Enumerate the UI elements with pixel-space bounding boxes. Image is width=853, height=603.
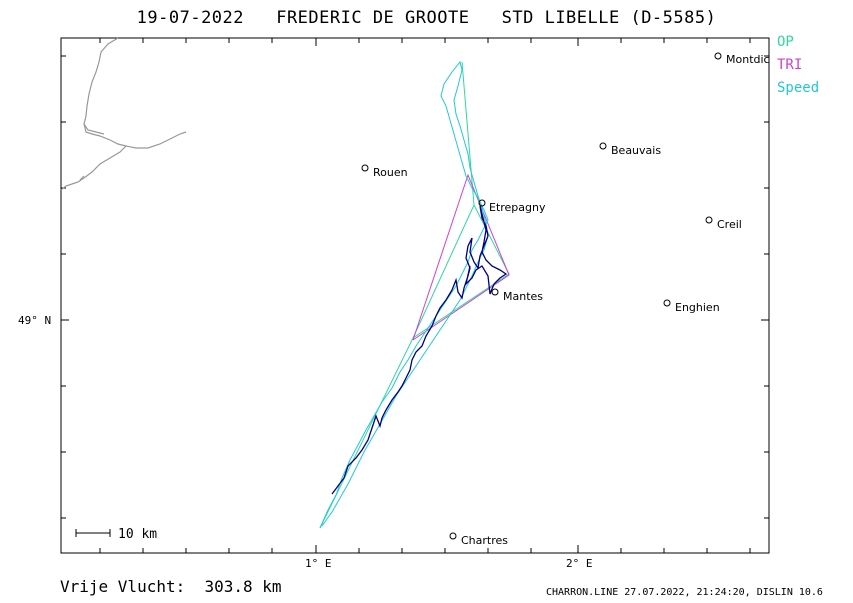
map-frame: [60, 37, 770, 554]
y-tick-label-49n: 49° N: [18, 314, 51, 327]
svg-text:Montdic: Montdic: [726, 53, 770, 66]
legend-tri: TRI: [777, 57, 803, 73]
flight-track-line: [331, 205, 508, 495]
svg-text:Mantes: Mantes: [503, 290, 543, 303]
svg-text:Etrepagny: Etrepagny: [489, 201, 546, 214]
left-axis-ticks: [61, 55, 69, 519]
page-title: 19-07-2022 FREDERIC DE GROOTE STD LIBELL…: [136, 8, 717, 28]
free-flight-distance: Vrije Vlucht: 303.8 km: [60, 577, 282, 596]
city-mantes: Mantes: [491, 288, 543, 303]
city-rouen: Rouen: [361, 164, 408, 179]
svg-text:Chartres: Chartres: [461, 534, 508, 547]
x-tick-label-2e: 2° E: [566, 557, 593, 570]
x-tick-label-1e: 1° E: [305, 557, 332, 570]
city-beauvais: Beauvais: [599, 142, 661, 157]
op-course-line: [319, 61, 510, 529]
bottom-axis-ticks: [99, 545, 751, 553]
top-axis-ticks: [99, 38, 751, 46]
svg-text:Creil: Creil: [717, 218, 742, 231]
tri-course-line: [412, 173, 510, 341]
city-creil: Creil: [705, 216, 742, 231]
legend-speed: Speed: [777, 80, 820, 96]
svg-text:Enghien: Enghien: [675, 301, 720, 314]
coastline: [60, 37, 187, 191]
svg-text:Rouen: Rouen: [373, 166, 408, 179]
right-axis-ticks: [761, 55, 769, 519]
scale-bar-label: 10 km: [118, 527, 157, 542]
legend-op: OP: [777, 34, 794, 50]
city-etrepagny: Etrepagny: [478, 199, 546, 214]
credit-line: CHARRON.LINE 27.07.2022, 21:24:20, DISLI…: [546, 587, 823, 598]
city-chartres: Chartres: [449, 532, 508, 547]
scale-bar: [75, 529, 111, 537]
speed-track-line: [319, 60, 489, 529]
city-enghien: Enghien: [663, 299, 720, 314]
svg-text:Beauvais: Beauvais: [611, 144, 661, 157]
city-montdidier: Montdic: [714, 52, 770, 66]
